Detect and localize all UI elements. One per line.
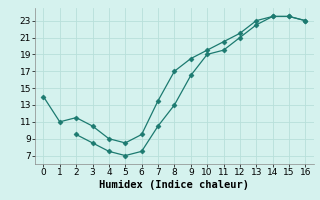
X-axis label: Humidex (Indice chaleur): Humidex (Indice chaleur) [100,180,249,190]
